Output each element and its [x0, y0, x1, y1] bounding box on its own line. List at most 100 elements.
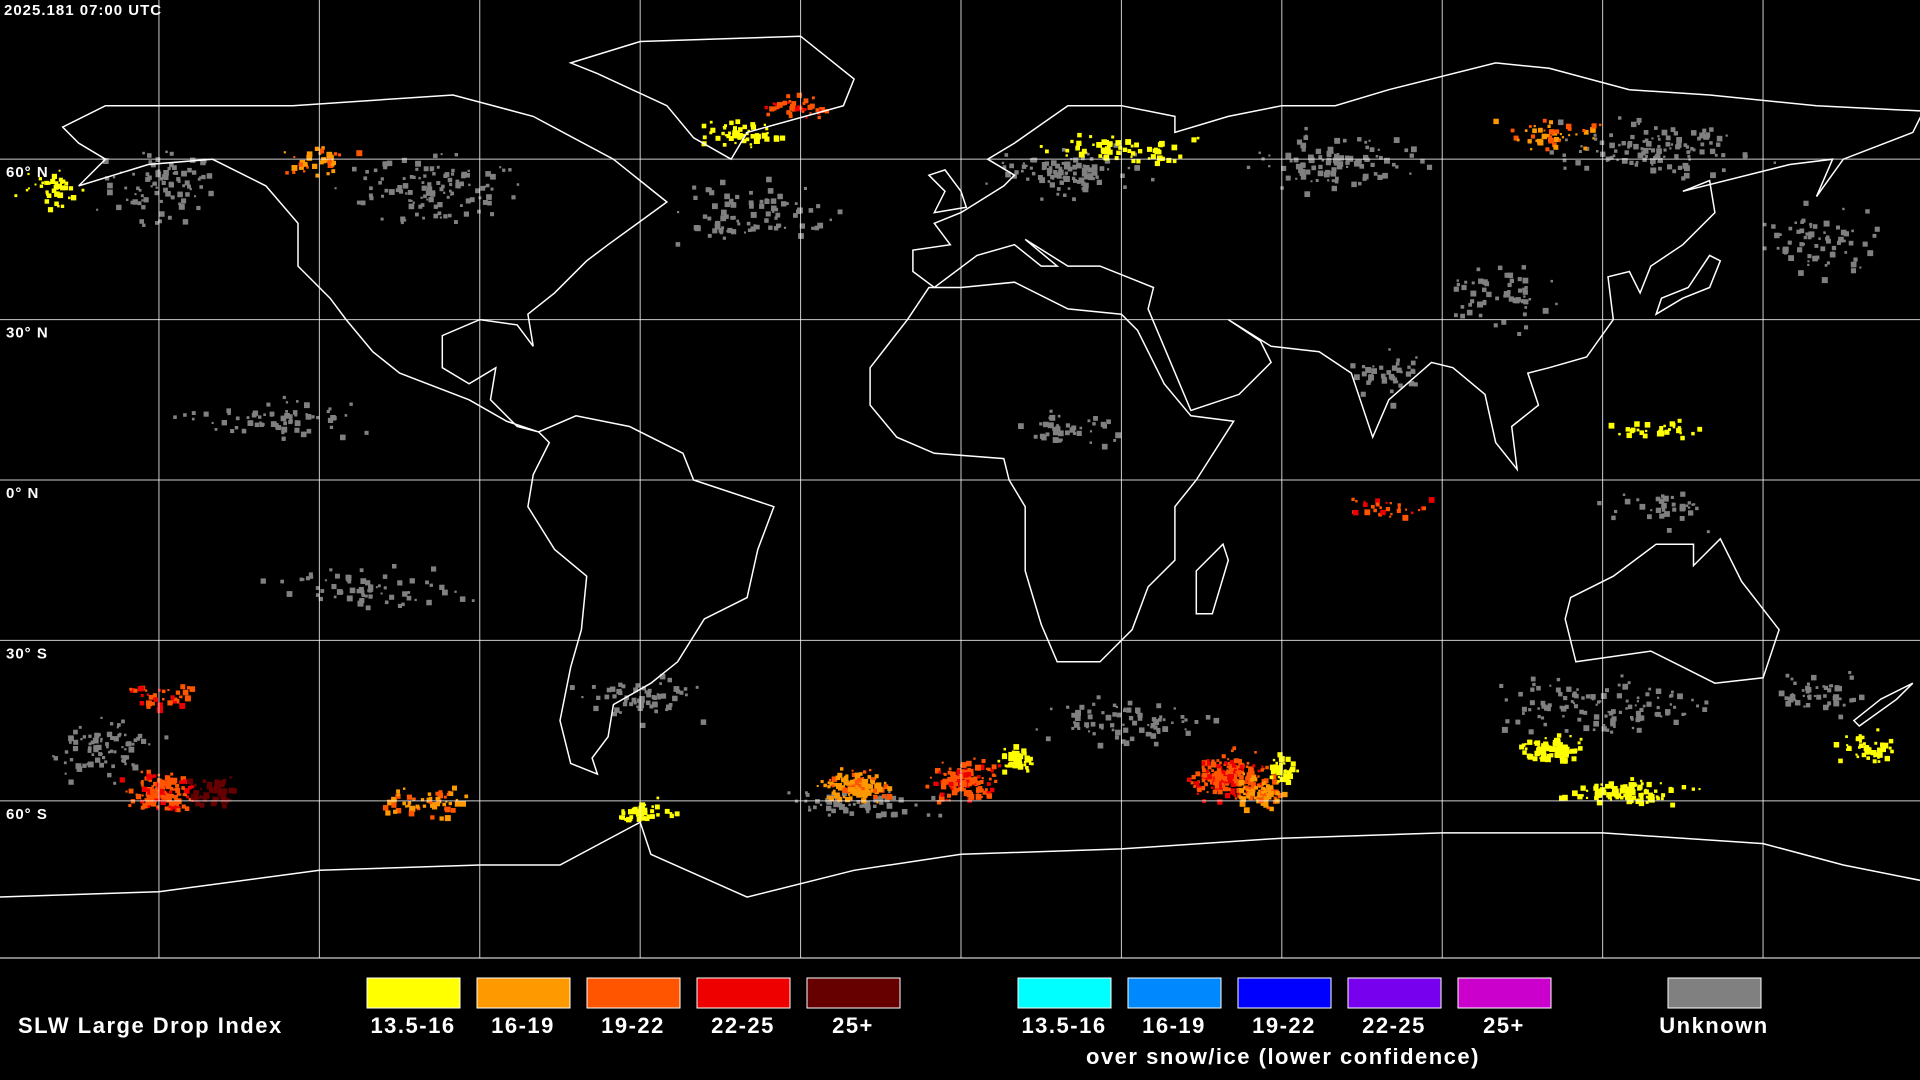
cloud-pixel [645, 700, 651, 706]
cloud-pixel [447, 177, 453, 183]
cloud-pixel [68, 735, 74, 742]
cloud-pixel [152, 774, 157, 778]
cloud-pixel [1677, 165, 1683, 170]
cloud-pixel [175, 783, 180, 788]
cloud-pixel [280, 579, 284, 584]
cloud-pixel [1246, 794, 1251, 799]
cloud-pixel [92, 737, 99, 744]
cloud-pixel [1207, 771, 1211, 775]
cloud-pixel [1334, 153, 1339, 159]
cloud-pixel [1073, 171, 1077, 176]
cloud-pixel [128, 804, 132, 808]
cloud-pixel [1385, 501, 1388, 504]
cloud-pixel [880, 811, 887, 818]
cloud-pixel [796, 209, 801, 214]
cloud-pixel [1671, 690, 1674, 694]
cloud-pixel [1005, 171, 1011, 178]
cloud-pixel [1248, 790, 1252, 794]
cloud-pixel [223, 795, 227, 799]
cloud-pixel [641, 816, 645, 820]
cloud-pixel [1396, 358, 1400, 362]
cloud-pixel [1210, 761, 1217, 768]
cloud-pixel [177, 191, 183, 198]
cloud-pixel [1610, 730, 1614, 734]
cloud-pixel [1039, 145, 1043, 148]
cloud-pixel [1658, 166, 1662, 171]
cloud-pixel [866, 809, 870, 814]
cloud-pixel [632, 812, 635, 815]
cloud-pixel [1594, 137, 1598, 141]
cloud-pixel [1677, 693, 1683, 700]
cloud-pixel [766, 176, 772, 183]
cloud-pixel [901, 809, 908, 815]
cloud-pixel [1572, 748, 1578, 754]
cloud-pixel [809, 112, 812, 115]
cloud-pixel [187, 686, 191, 690]
cloud-pixel [156, 797, 161, 802]
cloud-pixel [397, 580, 403, 586]
cloud-pixel [569, 685, 575, 690]
cloud-pixel [201, 174, 206, 180]
cloud-pixel [1516, 138, 1520, 142]
cloud-pixel [47, 181, 51, 185]
cloud-pixel [1110, 723, 1115, 728]
cloud-pixel [1639, 707, 1644, 712]
cloud-pixel [1788, 255, 1794, 261]
cloud-pixel [1191, 775, 1196, 780]
cloud-pixel [1115, 140, 1122, 146]
cloud-pixel [1581, 696, 1585, 700]
cloud-pixel [1540, 756, 1546, 762]
cloud-pixel [1018, 423, 1024, 429]
cloud-pixel [873, 804, 877, 808]
cloud-pixel [745, 137, 750, 142]
cloud-pixel [90, 740, 95, 745]
cloud-pixel [1082, 186, 1089, 193]
cloud-pixel [326, 172, 330, 176]
cloud-pixel [1003, 747, 1006, 751]
cloud-pixel [1816, 694, 1822, 700]
cloud-pixel [985, 767, 989, 770]
cloud-pixel [75, 763, 82, 770]
cloud-pixel [1546, 134, 1551, 138]
cloud-pixel [1137, 714, 1140, 717]
cloud-pixel [1541, 705, 1545, 709]
cloud-pixel [1134, 165, 1140, 171]
cloud-pixel [437, 796, 441, 800]
cloud-pixel [1061, 148, 1066, 152]
cloud-pixel [82, 735, 86, 739]
cloud-pixel [1599, 140, 1605, 145]
cloud-pixel [1273, 765, 1276, 768]
cloud-pixel [1714, 153, 1718, 157]
cloud-pixel [100, 737, 103, 741]
cloud-pixel [163, 187, 168, 193]
cloud-pixel [1576, 688, 1579, 691]
cloud-pixel [1709, 127, 1714, 132]
legend-swatch [586, 977, 681, 1009]
cloud-pixel [159, 785, 163, 788]
cloud-pixel [1554, 137, 1560, 143]
cloud-pixel [1725, 134, 1728, 137]
cloud-pixel [659, 682, 662, 685]
cloud-pixel [619, 711, 622, 714]
cloud-pixel [1505, 719, 1510, 724]
cloud-pixel [146, 700, 152, 707]
cloud-pixel [633, 687, 638, 693]
cloud-pixel [151, 701, 155, 706]
cloud-pixel [815, 799, 820, 804]
cloud-pixel [1007, 762, 1011, 766]
cloud-pixel [1318, 164, 1323, 170]
cloud-pixel [1030, 762, 1034, 766]
cloud-pixel [1104, 140, 1109, 145]
cloud-pixel [1564, 745, 1569, 750]
cloud-pixel [1611, 515, 1616, 521]
cloud-pixel [1156, 703, 1162, 709]
cloud-pixel [148, 160, 152, 164]
legend-swatch [1667, 977, 1762, 1009]
cloud-pixel [955, 776, 959, 780]
cloud-pixel [429, 166, 435, 171]
cloud-pixel [395, 808, 402, 814]
cloud-pixel [1064, 171, 1068, 175]
cloud-pixel [744, 231, 746, 234]
cloud-pixel [306, 166, 309, 169]
cloud-pixel [1564, 704, 1569, 709]
